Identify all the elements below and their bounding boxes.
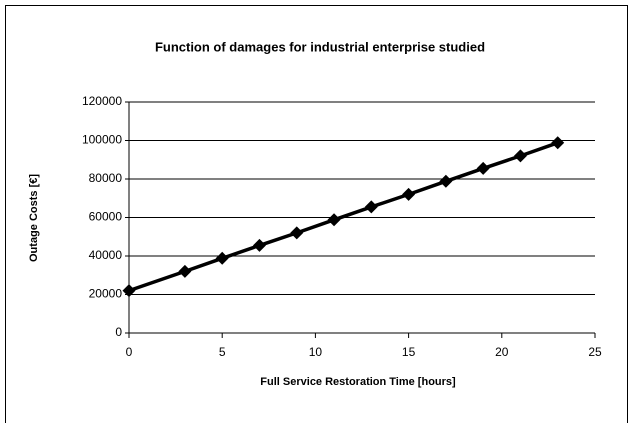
point-marker <box>327 213 341 227</box>
x-tick-label: 15 <box>402 345 416 359</box>
x-tick-label: 25 <box>588 345 602 359</box>
point-marker <box>364 200 378 214</box>
x-tick-label: 0 <box>126 345 133 359</box>
x-tick-label: 20 <box>495 345 509 359</box>
x-tick-label: 10 <box>309 345 323 359</box>
y-tick-label: 80000 <box>89 171 123 185</box>
point-marker <box>402 187 416 201</box>
point-marker <box>551 136 565 150</box>
y-tick-label: 40000 <box>89 248 123 262</box>
y-tick-label: 0 <box>115 325 122 339</box>
point-marker <box>215 251 229 265</box>
point-marker <box>178 264 192 278</box>
y-axis-label: Outage Costs [€] <box>28 174 40 262</box>
chart-frame <box>5 5 628 426</box>
point-marker <box>122 284 136 298</box>
y-tick-label: 20000 <box>89 287 123 301</box>
y-tick-label: 60000 <box>89 210 123 224</box>
point-marker <box>252 238 266 252</box>
y-tick-label: 120000 <box>82 94 122 108</box>
y-tick-label: 100000 <box>82 133 122 147</box>
point-marker <box>439 174 453 188</box>
point-marker <box>290 226 304 240</box>
x-axis-label: Full Service Restoration Time [hours] <box>260 376 456 388</box>
point-marker <box>476 161 490 175</box>
series-line <box>128 141 559 293</box>
x-tick-label: 5 <box>219 345 226 359</box>
chart-title: Function of damages for industrial enter… <box>155 39 485 54</box>
point-marker <box>513 149 527 163</box>
